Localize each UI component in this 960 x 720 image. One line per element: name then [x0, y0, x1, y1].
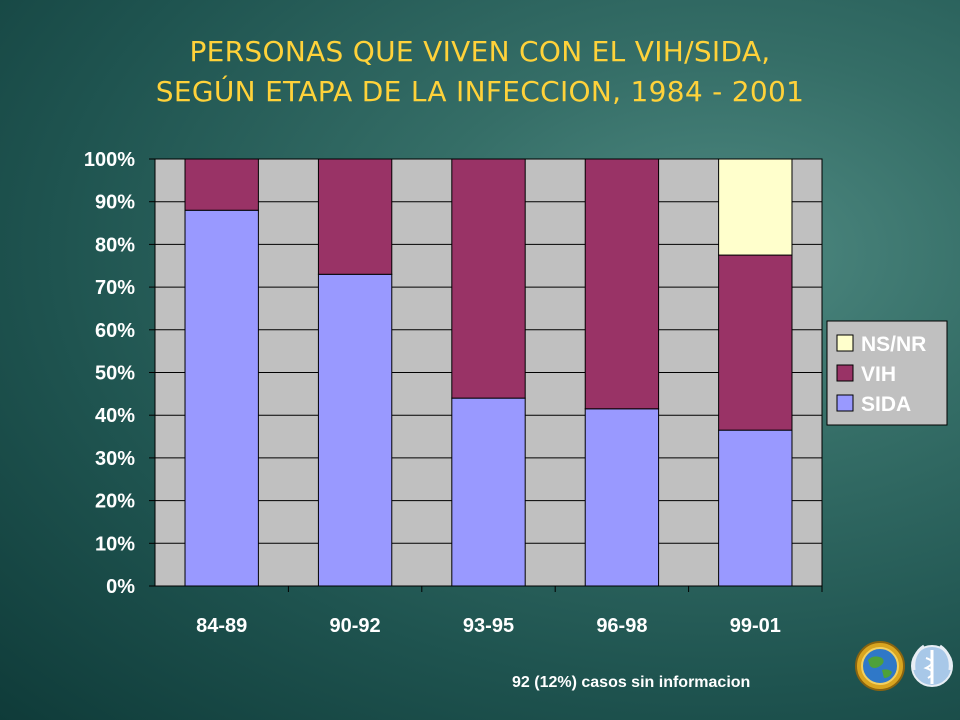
- bar-segment-sida: [451, 397, 526, 587]
- who-emblem-icon: [906, 640, 958, 692]
- legend-label: SIDA: [861, 393, 911, 416]
- x-tick-label: 93-95: [463, 615, 514, 637]
- y-tick-label: 10%: [95, 533, 135, 555]
- chart-legend: NS/NR VIH SIDA: [826, 320, 948, 426]
- legend-swatch: [836, 334, 854, 352]
- y-tick-label: 60%: [95, 320, 135, 342]
- y-tick-label: 30%: [95, 448, 135, 470]
- y-tick-label: 50%: [95, 363, 135, 385]
- chart-title-line1: PERSONAS QUE VIVEN CON EL VIH/SIDA,: [189, 35, 771, 68]
- bar-segment-sida: [718, 429, 793, 587]
- legend-label: VIH: [861, 363, 896, 386]
- y-tick-label: 0%: [106, 576, 135, 598]
- y-tick-label: 40%: [95, 405, 135, 427]
- legend-swatch: [836, 364, 854, 382]
- bar-segment-vih: [184, 158, 259, 211]
- bar-segment-nsnr: [718, 158, 793, 256]
- bar-segment-vih: [451, 158, 526, 399]
- y-tick-label: 100%: [84, 149, 135, 171]
- legend-swatch: [836, 394, 854, 412]
- y-tick-label: 70%: [95, 277, 135, 299]
- plot-border: [154, 158, 823, 587]
- bar-segment-sida: [317, 273, 393, 587]
- y-tick-label: 90%: [95, 192, 135, 214]
- x-tick-label: 96-98: [596, 615, 647, 637]
- y-tick-label: 80%: [95, 234, 135, 256]
- footnote: 92 (12%) casos sin informacion: [512, 674, 751, 691]
- bar-segment-vih: [584, 158, 660, 410]
- legend-label: NS/NR: [861, 333, 926, 356]
- bar-segment-sida: [184, 209, 259, 587]
- chart-title-line2: SEGÚN ETAPA DE LA INFECCION, 1984 - 2001: [155, 75, 805, 108]
- bar-segment-vih: [718, 254, 793, 431]
- x-tick-label: 90-92: [330, 615, 381, 637]
- x-tick-label: 84-89: [196, 615, 247, 637]
- y-tick-label: 20%: [95, 491, 135, 513]
- chart-title: PERSONAS QUE VIVEN CON EL VIH/SIDA, SEGÚ…: [40, 32, 920, 112]
- globe-emblem-icon: [854, 640, 906, 692]
- bar-segment-sida: [584, 408, 660, 587]
- x-tick-label: 99-01: [730, 615, 781, 637]
- bar-segment-vih: [317, 158, 393, 275]
